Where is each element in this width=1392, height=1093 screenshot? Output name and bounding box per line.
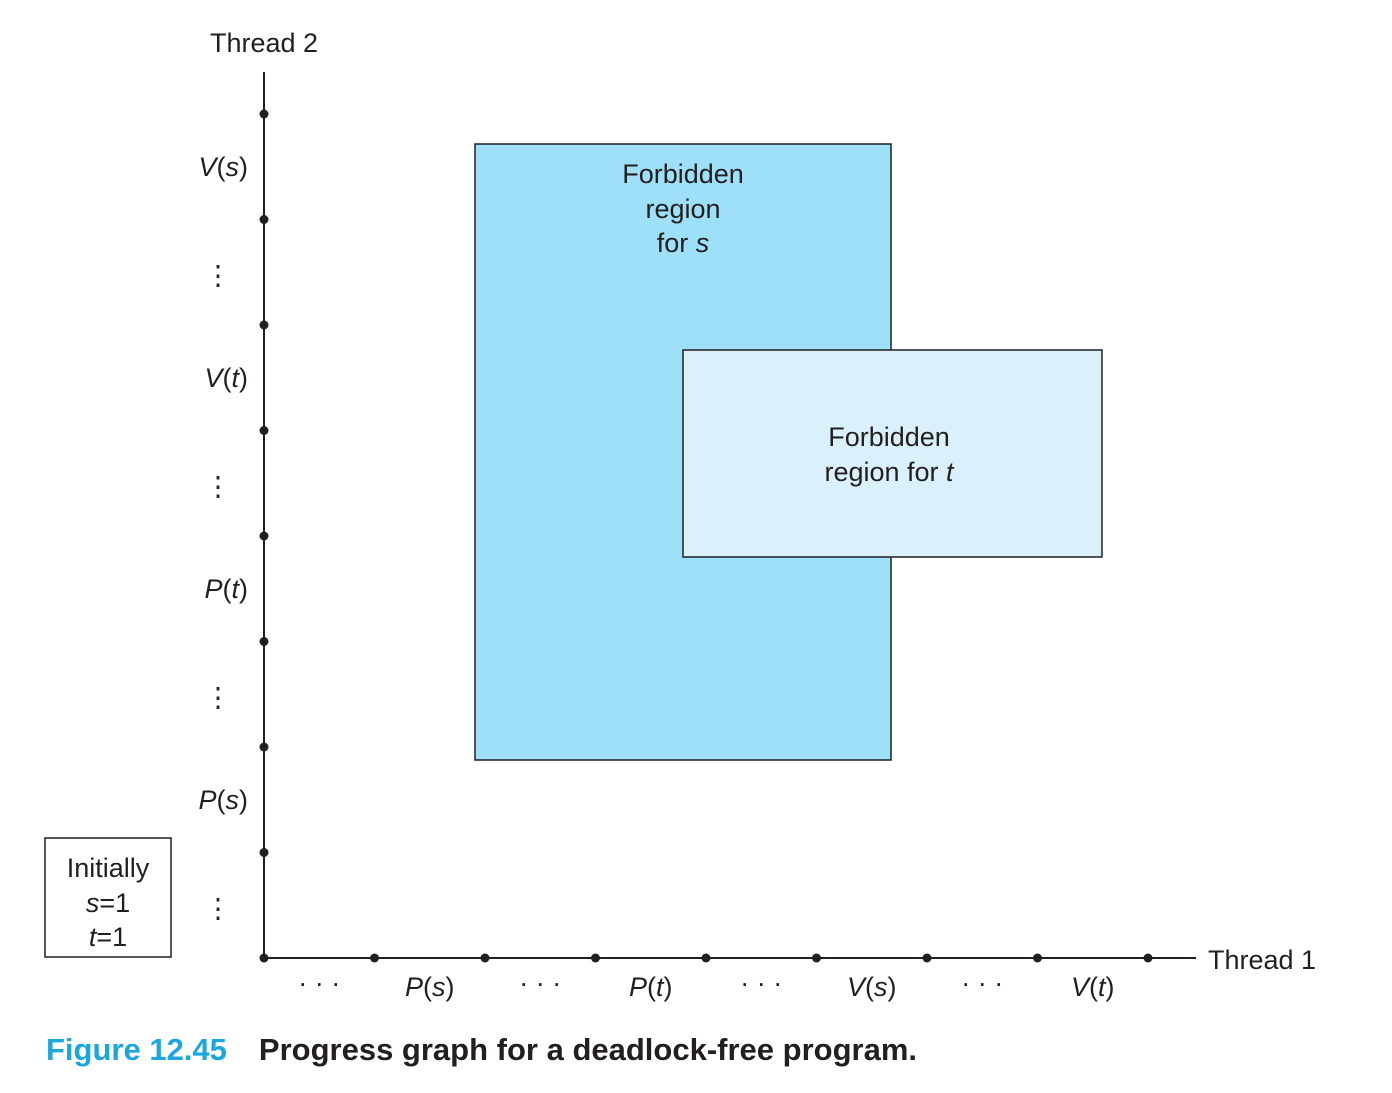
y-ellipsis: ⋮ (205, 682, 232, 712)
x-tick-label: V(s) (847, 972, 897, 1002)
y-axis-label: Thread 2 (210, 28, 318, 58)
y-tick-dot (259, 848, 269, 857)
x-tick-dot (370, 953, 379, 963)
y-tick-dot (259, 320, 269, 330)
x-tick-dot (591, 953, 600, 963)
region-s-line2: region (645, 194, 720, 224)
initial-state-t: t=1 (89, 922, 127, 952)
y-tick-dot (259, 742, 269, 752)
x-tick-dot (812, 953, 821, 963)
x-tick-dot (480, 953, 490, 963)
x-tick-label: P(s) (405, 972, 455, 1002)
x-tick-dot (701, 953, 711, 963)
region-s-line1: Forbidden (622, 159, 744, 189)
y-ellipsis: ⋮ (205, 471, 232, 501)
y-tick-label: P(s) (198, 785, 248, 815)
x-tick-label: V(t) (1071, 972, 1115, 1002)
x-ellipsis: · · · (298, 968, 340, 998)
region-t-line1: Forbidden (828, 422, 950, 452)
x-tick-dot (922, 953, 932, 963)
figure-caption: Figure 12.45 Progress graph for a deadloc… (46, 1032, 917, 1068)
forbidden-region-t (682, 349, 1103, 558)
y-tick-dot (259, 637, 269, 646)
y-tick-dot (259, 426, 269, 435)
initial-state-box (44, 837, 172, 958)
y-ellipsis: ⋮ (205, 260, 232, 290)
y-tick-dot (259, 531, 269, 541)
initial-state-s: s=1 (86, 888, 130, 918)
figure-title: Progress graph for a deadlock-free progr… (258, 1032, 917, 1067)
y-tick-dot (259, 109, 269, 119)
y-tick-label: V(t) (204, 363, 248, 393)
x-axis-label: Thread 1 (1208, 945, 1316, 975)
x-tick-label: P(t) (629, 972, 673, 1002)
initial-state-title: Initially (67, 853, 150, 883)
x-tick-dot (1033, 953, 1042, 963)
y-tick-label: P(t) (204, 574, 248, 604)
x-ellipsis: · · · (740, 968, 782, 998)
region-t-line2: region for t (824, 457, 955, 487)
y-ellipsis: ⋮ (205, 893, 232, 923)
y-tick-label: V(s) (198, 152, 248, 182)
x-ellipsis: · · · (519, 968, 561, 998)
region-s-line3: for s (657, 228, 710, 258)
origin-dot (259, 953, 269, 963)
figure-number: Figure 12.45 (46, 1032, 227, 1067)
y-tick-dot (259, 215, 269, 224)
x-ellipsis: · · · (961, 968, 1003, 998)
x-tick-dot (1143, 953, 1153, 963)
